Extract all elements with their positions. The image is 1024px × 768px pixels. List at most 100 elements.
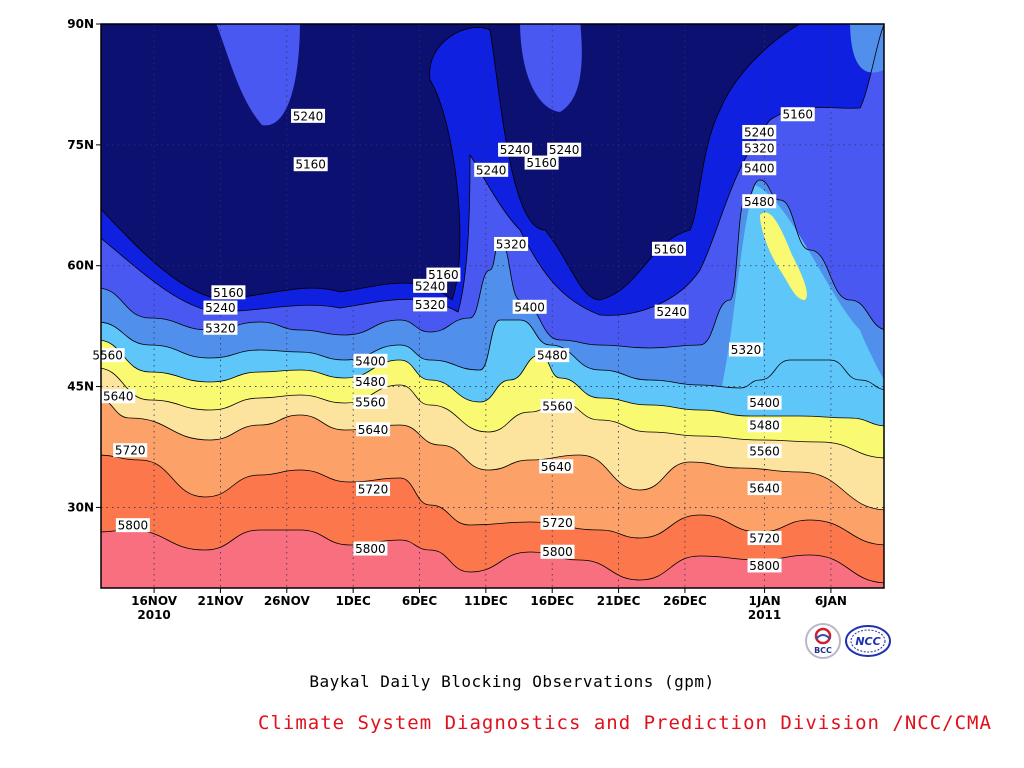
contour-label-box [742,161,777,176]
bcc-logo: BCC [805,623,841,659]
contour-label-box [654,304,689,319]
contour-label-box [353,394,388,409]
plot-frame [100,23,885,589]
contour-label-box [90,348,125,363]
contour-label-text: 5400 [355,354,386,368]
contour-label-text: 5160 [654,242,685,256]
contour-label-text: 5320 [744,142,775,156]
contour-label-text: 5720 [542,516,573,530]
bcc-logo-text: BCC [814,646,832,655]
contour-label-box [203,300,238,315]
fill-5800 [101,529,884,588]
contour-label-box [747,481,782,496]
ncc-logo: NCC [845,625,891,657]
contour-label-text: 5640 [541,460,572,474]
contour-label-text: 5560 [92,349,123,363]
contour-label-box [113,443,148,458]
contour-line-5160 [101,24,801,301]
contour-label: 5160 [426,267,461,282]
contour-label: 5240 [742,124,777,139]
contour-label-box [512,299,547,314]
contour-label-text: 5720 [115,444,146,458]
contour-label-text: 5480 [749,419,780,433]
contour-label-box [540,544,575,559]
contour-label-text: 5240 [415,279,446,293]
contour-label: 5240 [203,300,238,315]
contour-label: 5240 [413,278,448,293]
contour-label: 5320 [494,236,529,251]
contour-label-text: 5560 [355,395,386,409]
contour-label-text: 5480 [744,195,775,209]
contour-label-box [780,107,815,122]
contour-line-5640 [101,398,884,511]
contour-label-box [413,278,448,293]
contour-label-box [101,389,136,404]
contour-label-box [413,297,448,312]
x-tick-label: 26NOV [264,594,311,608]
contour-label: 5160 [293,157,328,172]
contour-label-box [540,515,575,530]
fill-5240-tongue [216,24,300,126]
contour-label-box [747,531,782,546]
contour-label: 5320 [203,320,238,335]
x-tick-year: 2011 [748,608,781,622]
contour-label-box [356,422,391,437]
contour-label: 5400 [512,299,547,314]
contour-label: 5240 [498,142,533,157]
contour-label-text: 5160 [295,158,326,172]
ncc-logo-text: NCC [855,635,880,648]
contour-label: 5640 [356,422,391,437]
contour-label-text: 5720 [749,532,780,546]
contour-label: 5240 [474,162,509,177]
contour-label: 5560 [90,348,125,363]
contour-label-text: 5640 [749,482,780,496]
contour-label: 5720 [747,531,782,546]
contour-label-text: 5800 [542,545,573,559]
contour-label-text: 5800 [118,519,149,533]
contour-label: 5320 [413,297,448,312]
contour-label: 5240 [291,108,326,123]
contour-label: 5400 [742,161,777,176]
contour-label: 5800 [115,518,150,533]
contour-label: 5400 [747,395,782,410]
credit-line: Climate System Diagnostics and Predictio… [258,712,992,734]
contour-label: 5240 [547,142,582,157]
contour-line-5400 [101,319,884,391]
contour-label-text: 5320 [496,237,527,251]
contour-label-text: 5240 [500,143,531,157]
contour-label-text: 5560 [542,399,573,413]
x-tick-year: 2010 [137,608,170,622]
contour-label-text: 5160 [213,286,244,300]
contour-label-text: 5240 [293,109,324,123]
contour-label-text: 5400 [749,396,780,410]
contour-label-text: 5480 [537,349,568,363]
contour-label-box [747,395,782,410]
contour-label: 5720 [113,443,148,458]
contour-label-text: 5320 [205,321,236,335]
contour-label-text: 5400 [514,300,545,314]
contour-label: 5480 [742,194,777,209]
contour-label-box [115,518,150,533]
x-tick-label: 11DEC [464,594,508,608]
y-tick-label: 90N [67,17,94,31]
contour-label-text: 5160 [428,268,459,282]
contour-label-text: 5240 [549,143,580,157]
contour-label-text: 5160 [526,156,557,170]
contour-label: 5560 [353,394,388,409]
contour-label-box [547,142,582,157]
contour-label-box [728,342,763,357]
contour-label-text: 5240 [205,301,236,315]
contour-label-text: 5240 [744,125,775,139]
fill-5320-corner [850,24,884,73]
contour-label: 5400 [353,353,388,368]
x-tick-label: 6JAN [815,594,847,608]
contour-label: 5320 [742,141,777,156]
contour-label-box [652,241,687,256]
y-tick-label: 60N [67,259,94,273]
x-tick-label: 1DEC [335,594,371,608]
contour-label: 5640 [539,459,574,474]
x-tick-label: 21NOV [197,594,244,608]
x-tick-label: 26DEC [663,594,707,608]
y-tick-label: 75N [67,138,94,152]
